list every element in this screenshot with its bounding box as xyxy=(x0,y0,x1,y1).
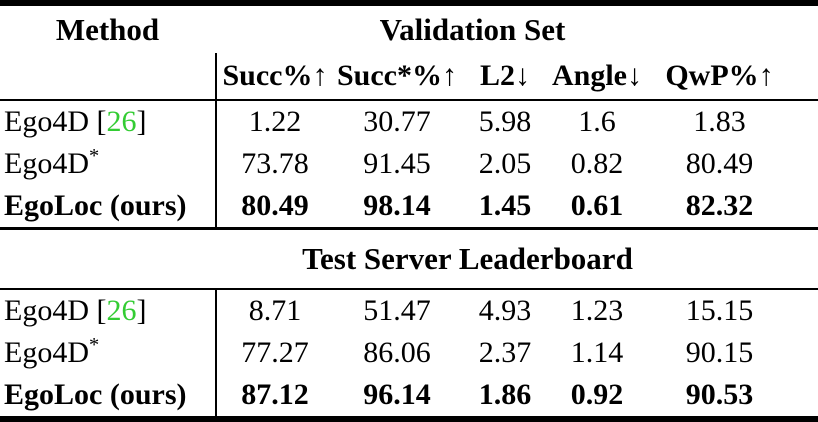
table-row-ego4d-val: Ego4D [26] 1.22 30.77 5.98 1.6 1.83 xyxy=(0,101,818,143)
method-cell: EgoLoc (ours) xyxy=(0,189,215,223)
section-header-row: Test Server Leaderboard xyxy=(0,230,818,288)
method-label: Ego4D [ xyxy=(4,105,107,138)
value-cell: 96.14 xyxy=(363,378,431,411)
value-cell: 80.49 xyxy=(685,147,754,180)
method-label: EgoLoc (ours) xyxy=(4,378,187,411)
value-cell: 86.06 xyxy=(363,336,431,369)
method-label: EgoLoc (ours) xyxy=(4,189,187,222)
table-row-ego4d-star-val: Ego4D* 73.78 91.45 2.05 0.82 80.49 xyxy=(0,143,818,185)
section-rule xyxy=(0,227,818,230)
citation-link[interactable]: 26 xyxy=(106,294,137,327)
table-row-ego4d-test: Ego4D [26] 8.71 51.47 4.93 1.23 15.15 xyxy=(0,290,818,332)
value-cells: 1.22 30.77 5.98 1.6 1.83 xyxy=(215,101,818,143)
top-rule xyxy=(0,0,818,6)
value-cells: 77.27 86.06 2.37 1.14 90.15 xyxy=(215,332,818,374)
value-cell: 1.86 xyxy=(478,378,532,411)
value-cell: 1.22 xyxy=(248,105,302,138)
section-title-test-server: Test Server Leaderboard xyxy=(302,241,633,276)
section-header-rule xyxy=(0,288,818,290)
header-rule xyxy=(0,99,818,101)
table-row-egoloc-val: EgoLoc (ours) 80.49 98.14 1.45 0.61 82.3… xyxy=(0,185,818,227)
value-cell: 4.93 xyxy=(478,294,532,327)
table-row-egoloc-test: EgoLoc (ours) 87.12 96.14 1.86 0.92 90.5… xyxy=(0,374,818,416)
value-cell: 8.71 xyxy=(248,294,302,327)
method-column-header: Method xyxy=(55,11,160,47)
value-cell: 90.15 xyxy=(685,336,754,369)
method-superscript: * xyxy=(89,145,100,167)
metric-header-row: Succ%↑ Succ*%↑ L2↓ Angle↓ QwP%↑ xyxy=(0,53,818,99)
value-cell: 51.47 xyxy=(363,294,431,327)
value-cell: 91.45 xyxy=(363,147,431,180)
method-label-post: ] xyxy=(136,105,147,138)
method-cell: Ego4D [26] xyxy=(0,105,215,139)
value-cell: 30.77 xyxy=(363,105,431,138)
column-header-angle: Angle↓ xyxy=(552,59,642,92)
metric-headers: Succ%↑ Succ*%↑ L2↓ Angle↓ QwP%↑ xyxy=(215,53,818,99)
column-header-succ: Succ%↑ xyxy=(222,59,328,92)
method-cell: Ego4D* xyxy=(0,334,215,370)
method-label: Ego4D xyxy=(4,336,89,369)
value-cell: 73.78 xyxy=(241,147,309,180)
value-cell: 1.6 xyxy=(578,105,616,138)
value-cell: 82.32 xyxy=(685,189,754,222)
method-label: Ego4D xyxy=(4,147,89,180)
column-header-qwp: QwP%↑ xyxy=(665,59,774,92)
value-cell: 80.49 xyxy=(241,189,309,222)
method-superscript: * xyxy=(89,334,100,356)
value-cell: 2.37 xyxy=(478,336,532,369)
value-cell: 15.15 xyxy=(685,294,754,327)
value-cell: 1.83 xyxy=(693,105,746,138)
method-cell: Ego4D* xyxy=(0,145,215,181)
column-header-l2: L2↓ xyxy=(479,59,530,92)
value-cells: 8.71 51.47 4.93 1.23 15.15 xyxy=(215,290,818,332)
value-cell: 2.05 xyxy=(478,147,532,180)
value-cell: 5.98 xyxy=(478,105,532,138)
value-cell: 90.53 xyxy=(685,378,754,411)
value-cells: 80.49 98.14 1.45 0.61 82.32 xyxy=(215,185,818,227)
method-label-post: ] xyxy=(136,294,147,327)
value-cell: 0.61 xyxy=(570,189,624,222)
value-cell: 0.82 xyxy=(570,147,624,180)
method-cell: Ego4D [26] xyxy=(0,294,215,328)
bottom-rule xyxy=(0,416,818,422)
value-cell: 0.92 xyxy=(570,378,624,411)
header-row: Method Validation Set xyxy=(0,6,818,53)
value-cells: 87.12 96.14 1.86 0.92 90.53 xyxy=(215,374,818,416)
table-row-ego4d-star-test: Ego4D* 77.27 86.06 2.37 1.14 90.15 xyxy=(0,332,818,374)
section-title-validation: Validation Set xyxy=(379,11,566,47)
citation-link[interactable]: 26 xyxy=(106,105,137,138)
value-cell: 1.14 xyxy=(570,336,624,369)
method-label: Ego4D [ xyxy=(4,294,107,327)
column-header-succ-star: Succ*%↑ xyxy=(337,59,457,92)
value-cell: 1.23 xyxy=(570,294,624,327)
value-cell: 98.14 xyxy=(363,189,431,222)
value-cells: 73.78 91.45 2.05 0.82 80.49 xyxy=(215,143,818,185)
value-cell: 77.27 xyxy=(241,336,309,369)
method-cell: EgoLoc (ours) xyxy=(0,378,215,412)
value-cell: 1.45 xyxy=(478,189,532,222)
value-cell: 87.12 xyxy=(241,378,309,411)
